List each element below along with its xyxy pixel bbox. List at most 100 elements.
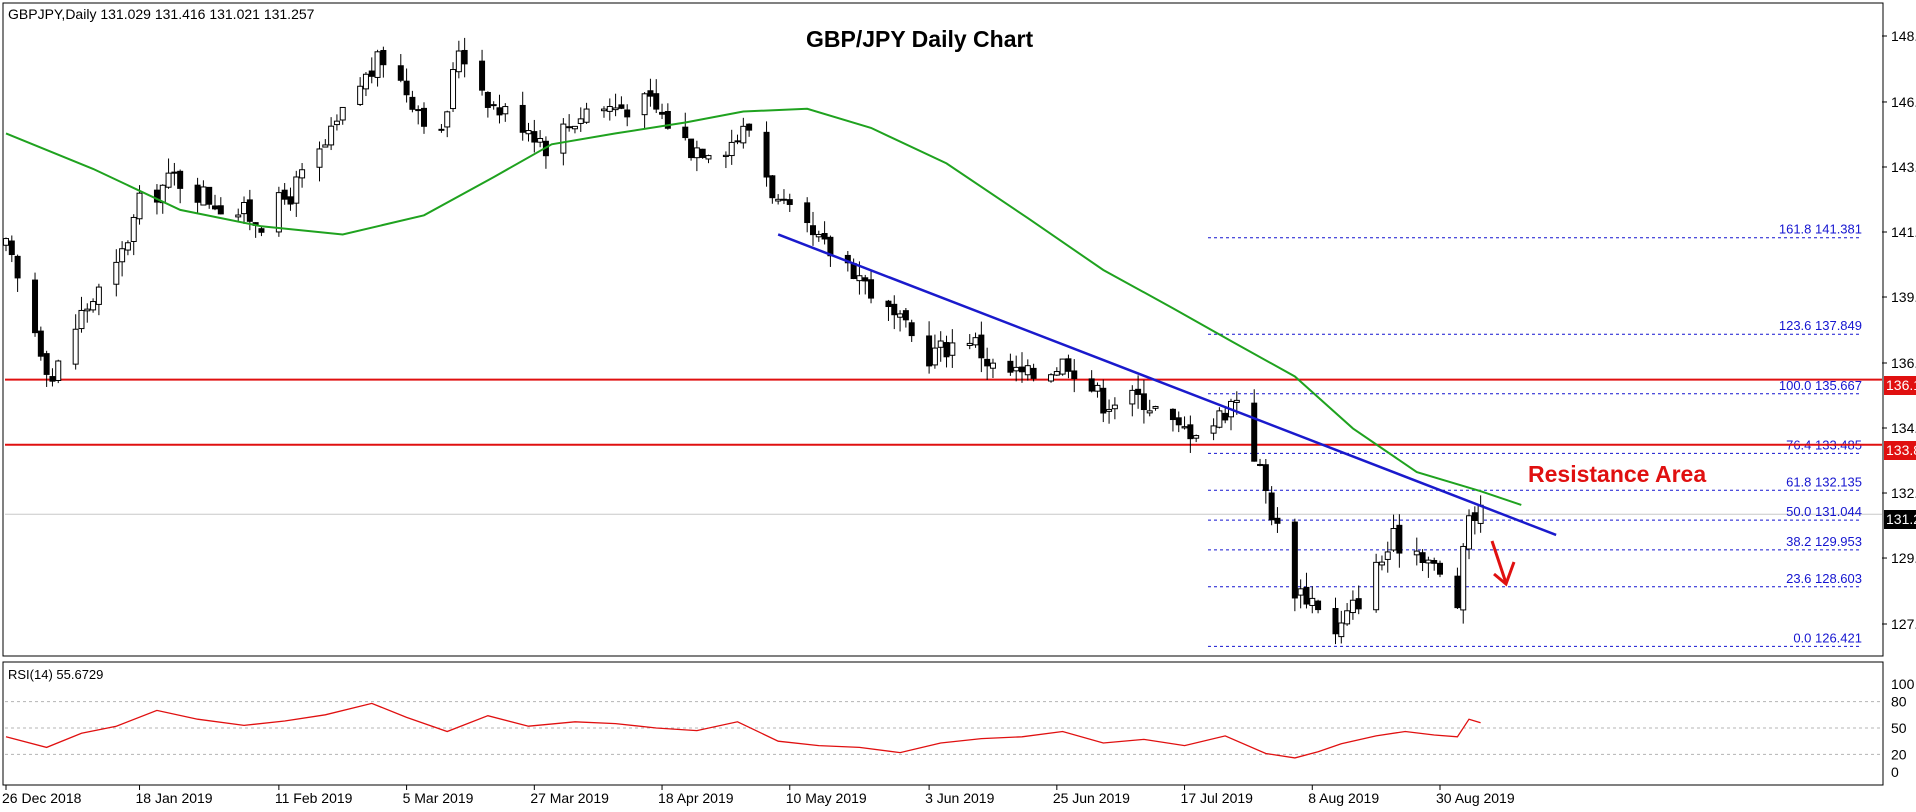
candle <box>775 194 782 205</box>
candle-body <box>1210 425 1217 434</box>
candle <box>1210 418 1217 441</box>
candle <box>566 114 573 132</box>
candle-body <box>258 228 265 233</box>
candle <box>241 196 248 224</box>
candle <box>525 122 532 142</box>
candle <box>1013 355 1020 382</box>
candle <box>159 184 166 214</box>
price-tick-label: 146.350 <box>1891 94 1916 110</box>
candle-body <box>769 175 776 199</box>
candle-body <box>1268 492 1275 521</box>
candle <box>502 103 509 122</box>
candle-body <box>618 104 625 109</box>
candle-body <box>1309 597 1316 606</box>
candle-body <box>130 216 137 242</box>
candle-body <box>856 275 863 282</box>
candle <box>8 235 15 263</box>
candle-body <box>316 148 323 168</box>
candle-body <box>217 205 224 215</box>
candle-body <box>1233 399 1240 403</box>
candle-body <box>1140 393 1147 411</box>
candle-body <box>786 199 793 205</box>
candle <box>339 106 346 125</box>
candle-body <box>1373 561 1380 611</box>
candle-body <box>1146 410 1153 414</box>
candle-body <box>600 108 607 112</box>
candle-body <box>1088 378 1095 392</box>
candle-body <box>606 106 613 112</box>
candle <box>949 329 956 368</box>
candle-body <box>972 337 979 346</box>
fib-level-label: 61.8 132.135 <box>1786 474 1862 489</box>
candle-body <box>409 96 416 110</box>
candle <box>989 358 996 379</box>
candle <box>699 148 706 159</box>
candle-body <box>989 362 996 369</box>
candle-body <box>740 125 747 144</box>
candle-body <box>177 170 184 189</box>
candle <box>972 332 979 348</box>
candle-body <box>821 233 828 240</box>
candle <box>688 138 695 161</box>
candle <box>287 187 294 211</box>
candle <box>1140 379 1147 424</box>
candle-body <box>479 60 486 91</box>
candle-body <box>763 131 770 178</box>
candle <box>49 368 56 387</box>
candle-body <box>136 192 143 220</box>
candle <box>217 197 224 215</box>
candle-body <box>450 69 457 110</box>
fib-level-label: 38.2 129.953 <box>1786 534 1862 549</box>
date-tick-label: 18 Apr 2019 <box>658 790 734 806</box>
candle <box>1094 382 1101 398</box>
candle-body <box>897 313 904 318</box>
candle <box>171 162 178 186</box>
candle <box>722 151 729 169</box>
candle <box>124 240 131 256</box>
candle-body <box>1187 424 1194 440</box>
candle <box>1106 399 1113 424</box>
price-tick-label: 139.210 <box>1891 289 1916 305</box>
candle <box>1437 560 1443 578</box>
candle <box>1152 405 1159 411</box>
candle <box>1355 585 1362 615</box>
date-tick-label: 3 Jun 2019 <box>925 790 994 806</box>
candle-body <box>908 322 915 337</box>
candle <box>1088 370 1095 393</box>
fib-level-label: 0.0 126.421 <box>1793 630 1862 645</box>
candle <box>1169 408 1176 432</box>
rsi-tick-label: 0 <box>1891 764 1899 780</box>
candle <box>1315 599 1322 614</box>
candle-body <box>1251 402 1258 462</box>
resistance-area-label: Resistance Area <box>1528 461 1706 487</box>
date-tick-label: 18 Jan 2019 <box>136 790 213 806</box>
candle-body <box>1059 358 1066 375</box>
candle <box>519 91 526 141</box>
candle <box>728 129 735 165</box>
candle <box>1048 373 1055 383</box>
candle <box>438 124 445 133</box>
candle-body <box>281 189 288 200</box>
candle <box>571 125 578 134</box>
candle <box>1466 509 1473 560</box>
candle-body <box>1257 463 1264 466</box>
candle-body <box>1193 435 1200 439</box>
candle-body <box>1291 521 1298 599</box>
candle-body <box>1094 384 1101 392</box>
candle-body <box>90 301 97 311</box>
candle-body <box>688 138 695 159</box>
rsi-tick-label: 50 <box>1891 720 1907 736</box>
candle-body <box>1065 358 1072 372</box>
candle <box>1349 590 1356 620</box>
candle-body <box>571 125 578 130</box>
fib-level-label: 50.0 131.044 <box>1786 504 1862 519</box>
candle-body <box>1413 550 1420 556</box>
candle <box>1390 514 1397 552</box>
fib-level-label: 100.0 135.667 <box>1779 378 1862 393</box>
candle-body <box>113 261 120 285</box>
candle <box>769 175 776 204</box>
candle-body <box>1431 560 1438 564</box>
candle <box>937 331 944 362</box>
symbol-info: GBPJPY,Daily 131.029 131.416 131.021 131… <box>8 6 315 22</box>
